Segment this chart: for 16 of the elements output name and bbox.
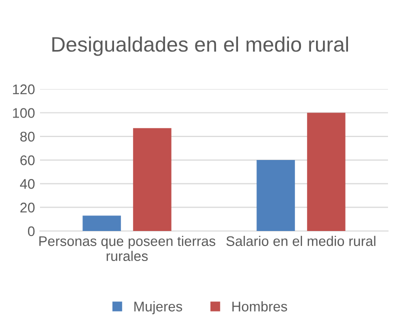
y-tick-label: 80 — [20, 132, 35, 142]
x-tick-label: Salario en el medio rural — [226, 236, 376, 246]
y-tick-label: 60 — [20, 155, 35, 166]
bar — [82, 216, 121, 231]
y-tick-label: 0 — [28, 226, 35, 236]
legend-label: Hombres — [232, 301, 288, 312]
x-tick-label: Personas que poseen tierras rurales — [39, 236, 216, 262]
bar — [133, 128, 172, 231]
legend-label: Mujeres — [134, 301, 182, 314]
chart-title: Desigualdades en el medio rural — [52, 36, 348, 56]
bar — [256, 160, 295, 231]
y-tick-label: 100 — [13, 108, 35, 118]
bar — [307, 112, 346, 231]
y-tick-label: 120 — [13, 84, 35, 94]
y-tick-label: 40 — [20, 179, 35, 189]
y-tick-label: 20 — [20, 202, 35, 213]
